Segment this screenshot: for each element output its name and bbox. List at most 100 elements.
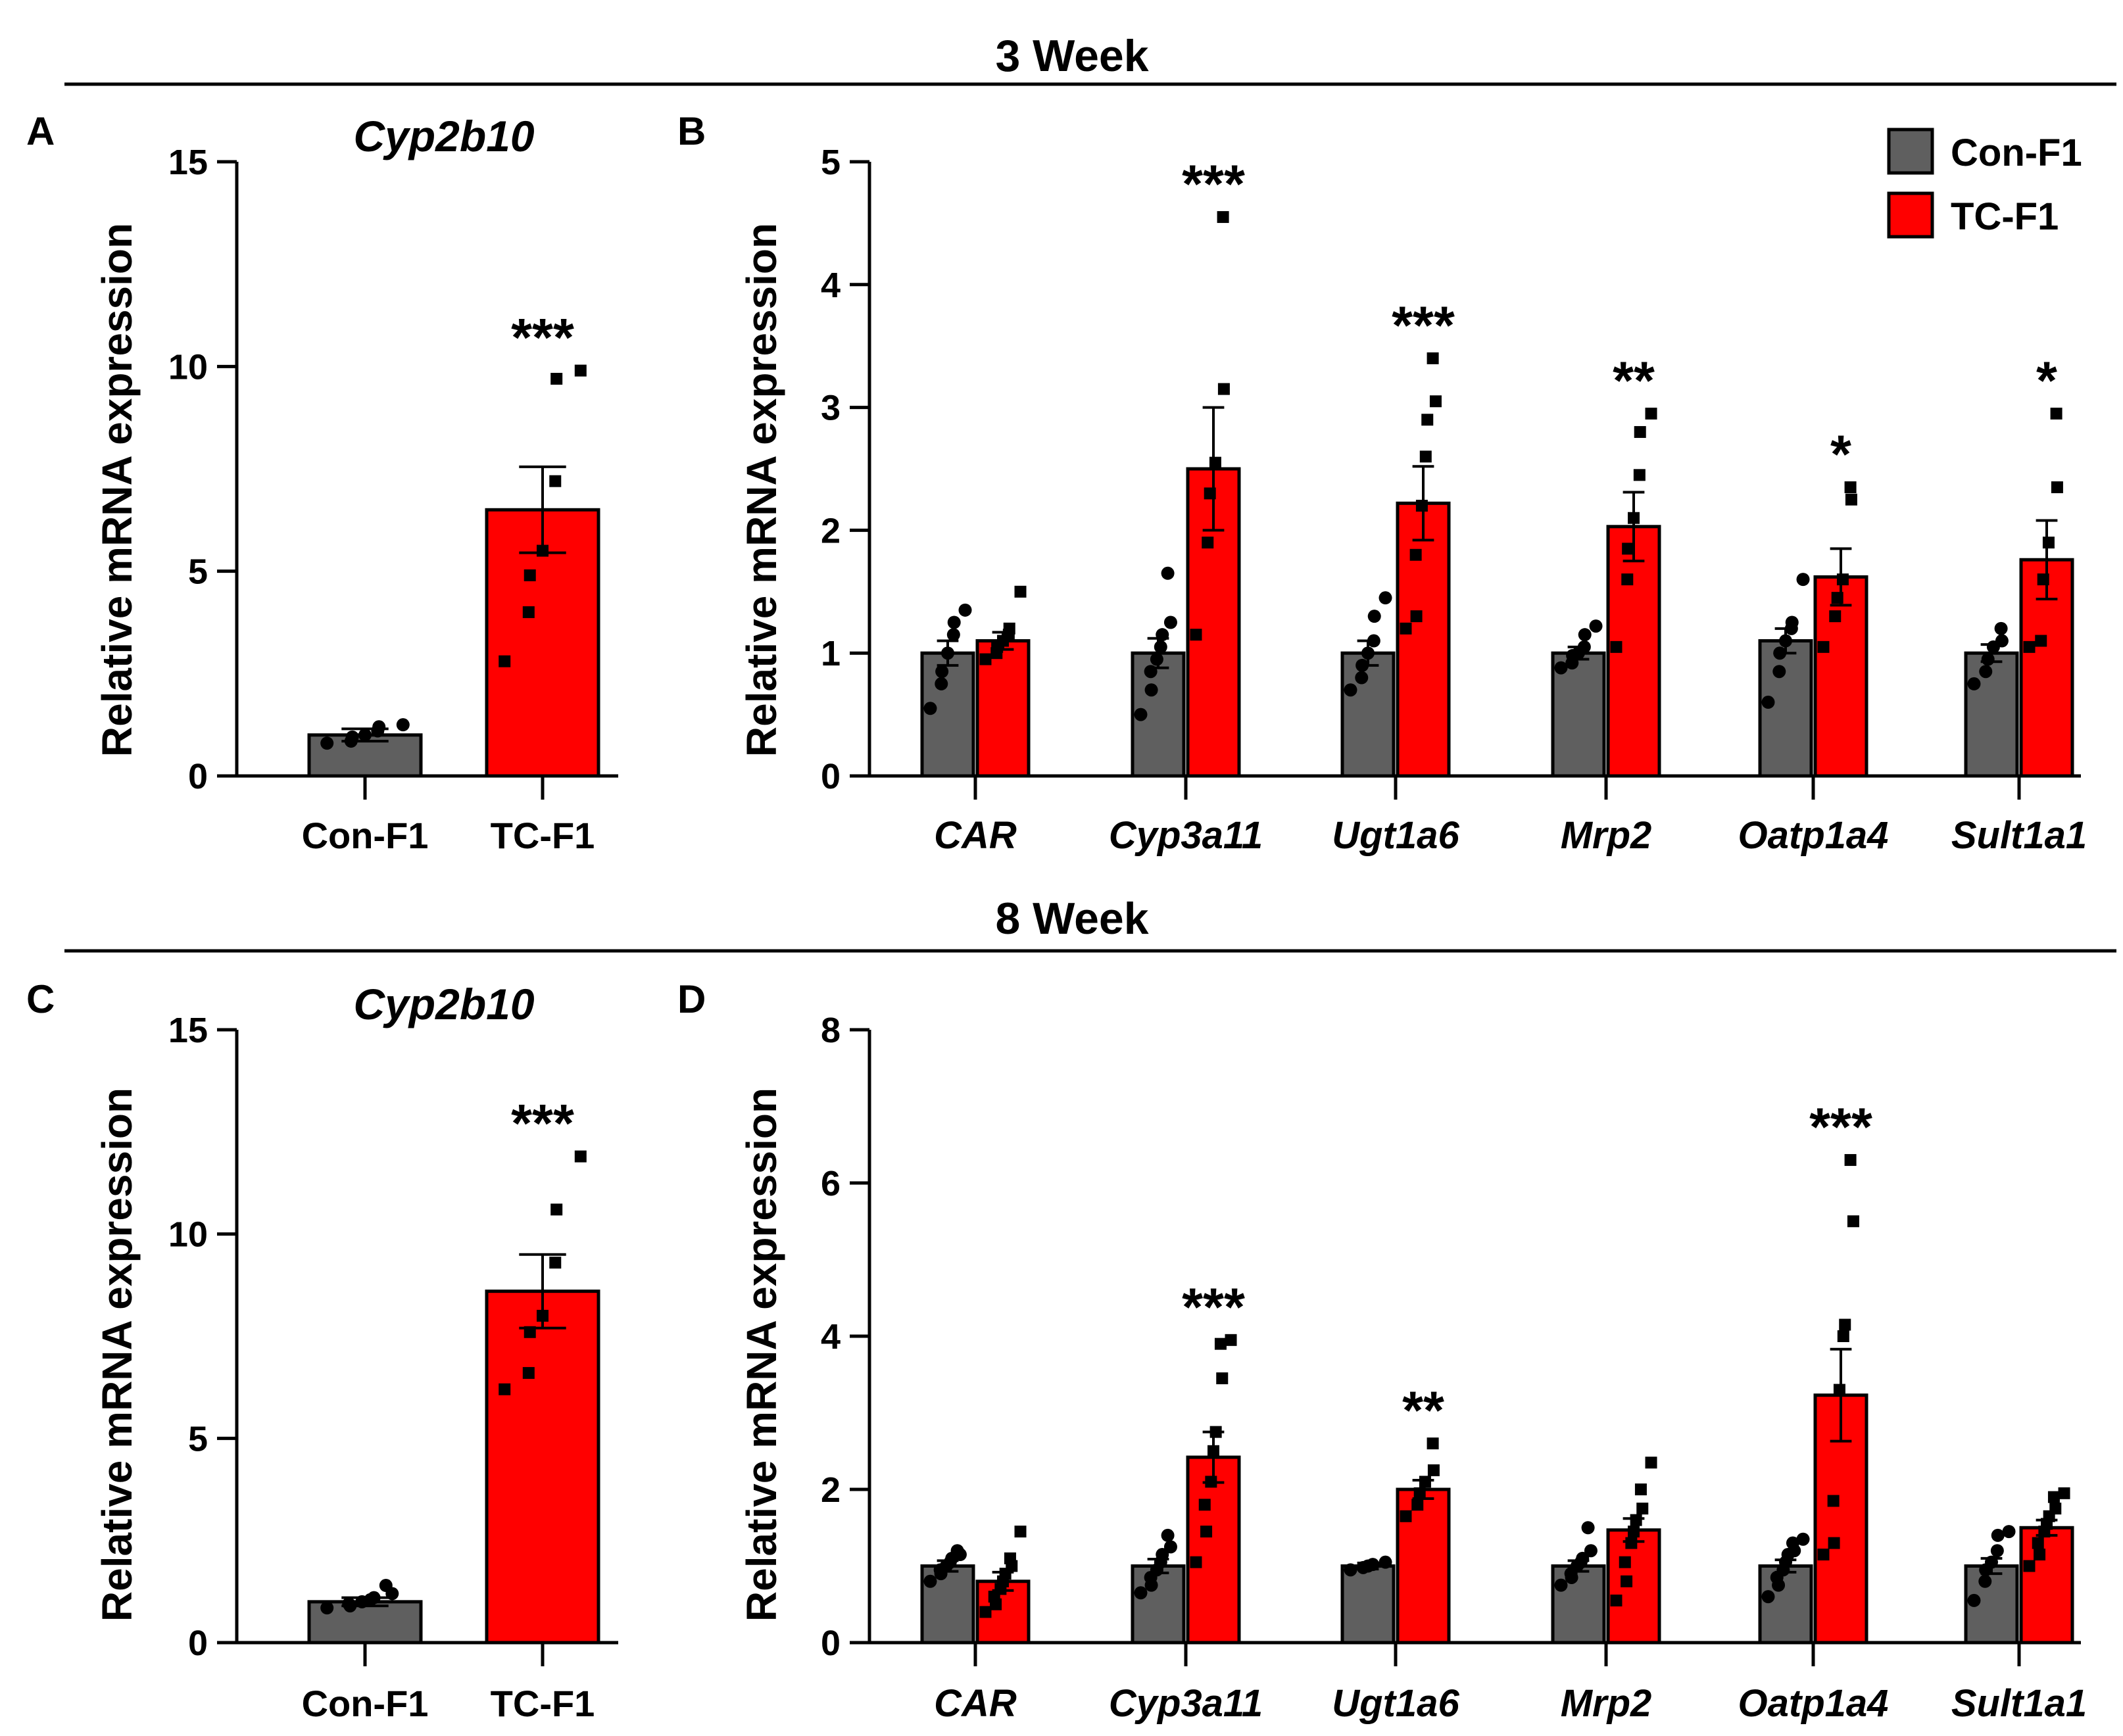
- bar-b-ugt1a6-con-f1-point-1: [1355, 671, 1369, 685]
- y-tick-label-c-0: 0: [188, 1624, 208, 1663]
- bar-b-cyp3a11-tc-f1-point-1: [1202, 537, 1214, 549]
- x-tick-label-b-cyp3a11: Cyp3a11: [1109, 814, 1263, 857]
- y-tick-label-b-5: 5: [821, 143, 841, 182]
- panel-letter-c: C: [26, 977, 55, 1021]
- bar-d-sult1a1-con-f1-point-4: [1990, 1544, 2004, 1558]
- bar-d-oatp1a4-tc-f1-point-3: [1833, 1384, 1845, 1396]
- bar-b-ugt1a6-tc-f1-point-5: [1421, 414, 1434, 426]
- bar-d-cyp3a11-con-f1-point-7: [1161, 1528, 1175, 1542]
- bar-d-oatp1a4-con-f1-point-8: [1796, 1532, 1810, 1546]
- panel-a: A Cyp2b10 Relative mRNA expression 0 5 10 1…: [26, 109, 618, 856]
- bar-b-car-con-f1-point-3: [941, 646, 954, 660]
- bar-d-mrp2-con-f1-point-6: [1584, 1544, 1598, 1558]
- bar-b-car-con-f1-point-4: [946, 628, 960, 642]
- panel-letter-b: B: [677, 109, 706, 153]
- bar-b-mrp2-tc-f1-point-5: [1634, 425, 1646, 438]
- y-axis-label-a: Relative mRNA expression: [93, 223, 141, 757]
- bar-b-cyp3a11-tc-f1-point-5: [1217, 211, 1229, 224]
- plot-area-c: 0 5 10 15 Con-F1 TC-F1 ***: [168, 1011, 618, 1724]
- bar-b-mrp2-tc-f1-point-2: [1622, 542, 1634, 555]
- bar-b-mrp2-tc-f1: [1606, 525, 1661, 778]
- bar-d-cyp3a11-con-f1-point-5: [1156, 1548, 1169, 1562]
- bar-d-cyp3a11-tc-f1-point-7: [1214, 1338, 1227, 1350]
- bar-d-ugt1a6-con-f1-point-4: [1379, 1555, 1392, 1569]
- chart-title-a: Cyp2b10: [353, 112, 534, 160]
- bar-d-cyp3a11-tc-f1-point-5: [1209, 1426, 1222, 1438]
- bar-b-mrp2-tc-f1-significance: **: [1613, 351, 1655, 411]
- bar-a-con-f1-con-f1-point-3: [358, 728, 372, 742]
- bar-a-tc-f1-tc-f1-point-4: [549, 475, 562, 487]
- bar-b-ugt1a6-con-f1-point-3: [1361, 646, 1375, 660]
- bar-d-ugt1a6-tc-f1-significance: **: [1402, 1381, 1444, 1441]
- bar-d-cyp3a11-tc-f1-point-6: [1216, 1372, 1229, 1385]
- x-tick-label-d-mrp2: Mrp2: [1561, 1682, 1652, 1725]
- bar-d-oatp1a4-con-f1: [1758, 1564, 1813, 1645]
- legend: Con-F1 TC-F1: [1887, 128, 2082, 239]
- bar-d-mrp2-con-f1-point-0: [1554, 1578, 1568, 1592]
- legend-label-con-f1: Con-F1: [1951, 132, 2082, 174]
- x-tick-label-d-ugt1a6: Ugt1a6: [1332, 1682, 1459, 1725]
- bar-d-cyp3a11-con-f1: [1131, 1564, 1186, 1645]
- bar-d-ugt1a6-con-f1: [1340, 1564, 1396, 1645]
- bar-d-mrp2-con-f1: [1551, 1564, 1606, 1645]
- bar-b-ugt1a6-tc-f1-point-2: [1409, 548, 1422, 561]
- bar-b-oatp1a4-tc-f1-point-2: [1831, 592, 1843, 604]
- bar-d-sult1a1-con-f1-point-5: [1991, 1528, 2005, 1542]
- x-tick-label-c-tc-f1: TC-F1: [491, 1683, 595, 1724]
- bar-d-oatp1a4-tc-f1-point-7: [1844, 1154, 1857, 1167]
- y-axis-label-d: Relative mRNA expression: [738, 1088, 785, 1622]
- bar-b-car-con-f1-point-1: [935, 677, 948, 690]
- bar-b-car-con-f1-point-0: [923, 702, 937, 715]
- bar-b-cyp3a11-con-f1-point-2: [1144, 665, 1158, 679]
- bar-d-oatp1a4-tc-f1-point-4: [1837, 1330, 1849, 1342]
- bar-d-ugt1a6-con-f1-point-0: [1344, 1563, 1357, 1577]
- bar-d-sult1a1-tc-f1-point-8: [2058, 1487, 2070, 1499]
- bar-d-sult1a1-con-f1-point-6: [2002, 1525, 2016, 1539]
- x-tick-label-d-sult1a1: Sult1a1: [1951, 1682, 2087, 1725]
- bar-b-mrp2-con-f1-point-0: [1554, 661, 1568, 675]
- x-tick-label-b-sult1a1: Sult1a1: [1951, 814, 2087, 857]
- bar-d-cyp3a11-con-f1-point-0: [1134, 1586, 1148, 1600]
- bar-b-cyp3a11-con-f1-point-1: [1144, 683, 1158, 697]
- bar-b-sult1a1-con-f1-point-5: [1994, 621, 2008, 635]
- bar-b-ugt1a6-tc-f1-point-1: [1410, 610, 1423, 623]
- bar-b-sult1a1-con-f1-point-0: [1967, 677, 1981, 690]
- bar-d-oatp1a4-con-f1-point-7: [1786, 1536, 1799, 1550]
- bar-b-cyp3a11-con-f1-point-5: [1156, 628, 1169, 642]
- bar-d-ugt1a6-con-f1-point-3: [1366, 1558, 1380, 1572]
- bar-b-ugt1a6-con-f1-point-2: [1355, 658, 1369, 672]
- bar-d-car-tc-f1-point-8: [1014, 1526, 1027, 1538]
- y-tick-label-d-2: 2: [821, 1470, 841, 1510]
- bar-b-mrp2-tc-f1-point-3: [1628, 512, 1640, 524]
- bar-b-ugt1a6-con-f1-point-0: [1344, 683, 1357, 697]
- bar-c-tc-f1-tc-f1-significance: ***: [511, 1094, 574, 1154]
- bar-d-oatp1a4-tc-f1-point-0: [1817, 1549, 1830, 1561]
- bar-a-con-f1-con-f1-point-0: [320, 736, 334, 750]
- bar-b-oatp1a4-tc-f1-point-4: [1845, 493, 1857, 506]
- bar-b-ugt1a6-con-f1-point-6: [1379, 591, 1392, 605]
- bar-b-cyp3a11-tc-f1-point-3: [1209, 456, 1221, 469]
- bar-d-ugt1a6-tc-f1-point-1: [1411, 1499, 1424, 1511]
- bar-c-con-f1-con-f1-point-2: [342, 1597, 356, 1610]
- bar-d-cyp3a11-tc-f1-point-1: [1200, 1526, 1213, 1538]
- y-tick-label-a-10: 10: [168, 347, 208, 387]
- bar-d-car-tc-f1-point-0: [979, 1606, 992, 1618]
- chart-title-c: Cyp2b10: [353, 980, 534, 1028]
- bar-d-ugt1a6-tc-f1-point-3: [1419, 1476, 1431, 1488]
- bar-d-sult1a1-tc-f1: [2019, 1526, 2074, 1645]
- plot-area-b: 0 1 2 3 4 5 CAR Cyp3a11 Ugt1a6 Mrp2 Oatp1a4 Sult1a1…: [821, 143, 2087, 857]
- bar-b-sult1a1-tc-f1-point-3: [2042, 537, 2055, 549]
- bar-d-mrp2-con-f1-point-7: [1581, 1521, 1595, 1535]
- y-tick-label-d-0: 0: [821, 1624, 841, 1663]
- bar-d-cyp3a11-tc-f1: [1186, 1455, 1241, 1645]
- bar-b-ugt1a6-tc-f1-point-3: [1415, 500, 1428, 512]
- section-title-8-week: 8 Week: [995, 894, 1148, 944]
- bar-c-tc-f1-tc-f1: [485, 1290, 600, 1645]
- bar-d-car-con-f1-point-0: [923, 1574, 937, 1588]
- bar-d-sult1a1-tc-f1-point-2: [2032, 1537, 2044, 1549]
- bar-d-mrp2-tc-f1-point-3: [1625, 1537, 1638, 1549]
- bar-b-car-tc-f1-point-6: [1014, 585, 1027, 598]
- bar-b-ugt1a6-con-f1-point-4: [1367, 634, 1380, 648]
- bar-b-cyp3a11-con-f1-point-3: [1150, 652, 1163, 666]
